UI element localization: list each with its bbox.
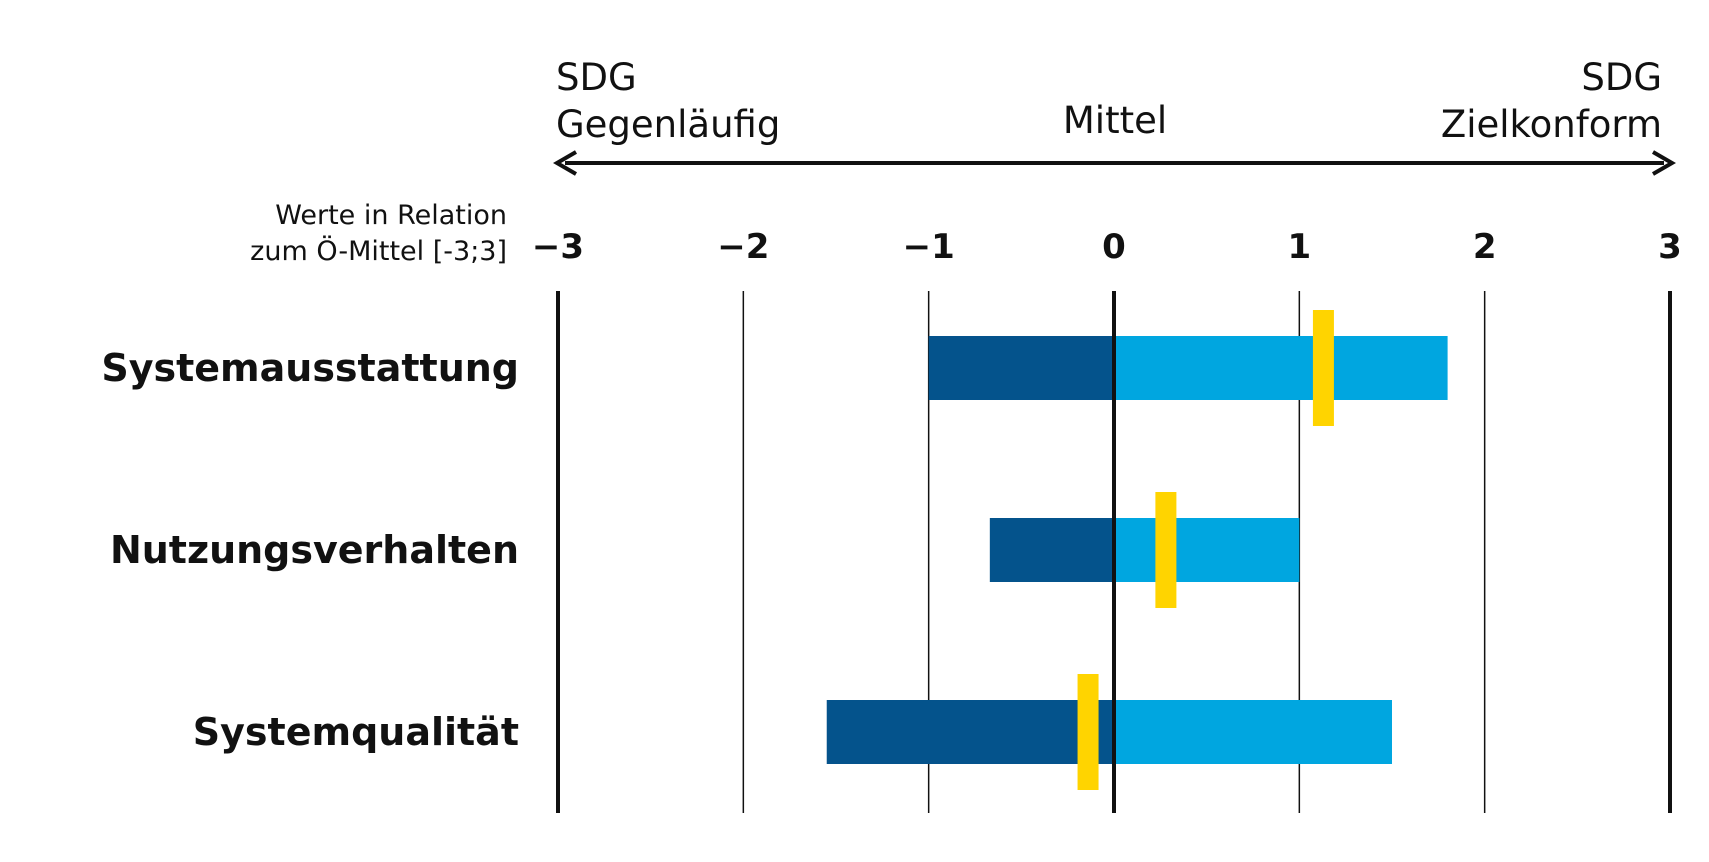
header-right-line1: SDG — [1581, 56, 1662, 99]
mean-marker — [1155, 492, 1177, 608]
tick-label: 3 — [1658, 227, 1682, 267]
bar-positive — [1114, 700, 1392, 764]
header-left-line1: SDG — [556, 56, 637, 99]
bar-negative — [826, 700, 1114, 764]
header-right-line2: Zielkonform — [1441, 103, 1662, 146]
markers — [1077, 310, 1334, 790]
header: SDG Gegenläufig Mittel SDG Zielkonform — [556, 56, 1662, 146]
header-center: Mittel — [1063, 99, 1167, 142]
direction-arrow — [553, 150, 1676, 176]
tick-label: 0 — [1102, 227, 1126, 267]
header-left-line2: Gegenläufig — [556, 103, 780, 146]
tick-label: −1 — [903, 227, 955, 267]
tick-label: 2 — [1473, 227, 1497, 267]
mean-marker — [1312, 310, 1334, 426]
bar-negative — [928, 336, 1114, 400]
units-label: Werte in Relation zum Ö-Mittel [-3;3] — [250, 200, 507, 267]
tick-labels: −3 −2 −1 0 1 2 3 — [532, 227, 1682, 267]
bar-positive — [1114, 518, 1300, 582]
bars — [826, 336, 1448, 764]
category-label: Nutzungsverhalten — [110, 528, 519, 572]
tick-label: −3 — [532, 227, 584, 267]
mean-marker — [1077, 674, 1099, 790]
tick-label: −2 — [717, 227, 769, 267]
category-labels: Systemausstattung Nutzungsverhalten System… — [101, 346, 519, 754]
bar-positive — [1114, 336, 1448, 400]
category-label: Systemausstattung — [101, 346, 519, 390]
units-label-line2: zum Ö-Mittel [-3;3] — [250, 235, 507, 267]
units-label-line1: Werte in Relation — [275, 200, 507, 231]
tick-label: 1 — [1287, 227, 1311, 267]
category-label: Systemqualität — [193, 710, 519, 754]
bar-negative — [989, 518, 1114, 582]
